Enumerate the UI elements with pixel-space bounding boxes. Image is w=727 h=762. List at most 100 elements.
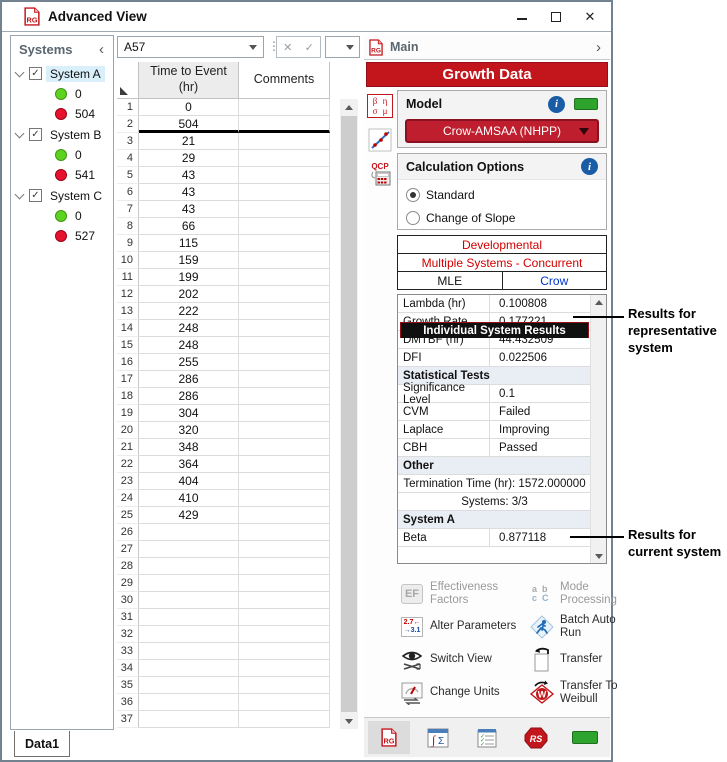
switch-view-icon[interactable]: [394, 648, 430, 672]
sheet-tab-data1[interactable]: Data1: [14, 731, 71, 757]
row-number[interactable]: 23: [117, 473, 139, 490]
namebox-dropdown-icon[interactable]: [249, 45, 257, 50]
grid-vertical-scrollbar[interactable]: [340, 99, 358, 729]
time-to-event-cell[interactable]: [139, 626, 239, 643]
time-to-event-cell[interactable]: [139, 524, 239, 541]
row-number[interactable]: 34: [117, 660, 139, 677]
comments-cell[interactable]: [239, 303, 330, 320]
time-to-event-cell[interactable]: 348: [139, 439, 239, 456]
status-green-icon[interactable]: [564, 721, 606, 754]
system-checkbox[interactable]: ✓: [29, 189, 42, 202]
row-number[interactable]: 19: [117, 405, 139, 422]
time-to-event-cell[interactable]: 159: [139, 252, 239, 269]
qcp-icon[interactable]: QCP: [365, 158, 395, 190]
row-number[interactable]: 27: [117, 541, 139, 558]
time-to-event-cell[interactable]: 0: [139, 99, 239, 116]
model-info-icon[interactable]: i: [548, 95, 565, 113]
expand-icon[interactable]: [14, 189, 25, 199]
comments-cell[interactable]: [239, 337, 330, 354]
time-to-event-cell[interactable]: 248: [139, 337, 239, 354]
system-good-count[interactable]: 0: [11, 145, 113, 165]
time-to-event-cell[interactable]: 29: [139, 150, 239, 167]
comments-cell[interactable]: [239, 371, 330, 388]
cell-name-box[interactable]: A57: [117, 36, 264, 58]
comments-cell[interactable]: [239, 558, 330, 575]
row-number[interactable]: 32: [117, 626, 139, 643]
system-tree-item[interactable]: ✓ System A: [11, 63, 113, 84]
system-bad-count[interactable]: 541: [11, 165, 113, 185]
comments-cell[interactable]: [239, 252, 330, 269]
comments-cell[interactable]: [239, 184, 330, 201]
switch-view-button[interactable]: Switch View: [430, 653, 492, 665]
row-number[interactable]: 31: [117, 609, 139, 626]
comments-cell[interactable]: [239, 388, 330, 405]
row-number[interactable]: 9: [117, 235, 139, 252]
minimize-button[interactable]: [505, 2, 539, 31]
system-checkbox[interactable]: ✓: [29, 67, 42, 80]
row-number[interactable]: 1: [117, 99, 139, 116]
time-to-event-cell[interactable]: 410: [139, 490, 239, 507]
effectiveness-factors-icon[interactable]: EF: [394, 583, 430, 604]
comments-cell[interactable]: [239, 133, 330, 150]
comments-cell[interactable]: [239, 490, 330, 507]
row-number[interactable]: 22: [117, 456, 139, 473]
close-button[interactable]: ✕: [584, 8, 596, 24]
time-to-event-cell[interactable]: [139, 694, 239, 711]
row-number[interactable]: 28: [117, 558, 139, 575]
maximize-button[interactable]: [539, 2, 573, 31]
transfer-icon[interactable]: [524, 647, 560, 673]
reliasoft-icon[interactable]: RS: [515, 721, 557, 754]
radio-change-of-slope[interactable]: Change of Slope: [398, 206, 606, 229]
alter-parameters-button[interactable]: Alter Parameters: [430, 620, 517, 632]
row-number[interactable]: 30: [117, 592, 139, 609]
time-to-event-cell[interactable]: 404: [139, 473, 239, 490]
comments-cell[interactable]: [239, 643, 330, 660]
expand-icon[interactable]: [14, 67, 25, 77]
time-to-event-cell[interactable]: [139, 541, 239, 558]
time-to-event-cell[interactable]: 320: [139, 422, 239, 439]
time-to-event-cell[interactable]: 115: [139, 235, 239, 252]
comments-cell[interactable]: [239, 320, 330, 337]
row-number[interactable]: 14: [117, 320, 139, 337]
batch-auto-run-icon[interactable]: [524, 614, 560, 639]
results-scrollbar[interactable]: [590, 295, 606, 563]
time-to-event-cell[interactable]: 43: [139, 184, 239, 201]
effectiveness-factors-button[interactable]: Effectiveness Factors: [430, 580, 499, 606]
time-to-event-cell[interactable]: [139, 643, 239, 660]
row-number[interactable]: 6: [117, 184, 139, 201]
column-header-time-to-event[interactable]: Time to Event (hr): [139, 62, 239, 99]
system-tree-item[interactable]: ✓ System C: [11, 185, 113, 206]
system-good-count[interactable]: 0: [11, 206, 113, 226]
change-units-button[interactable]: Change Units: [430, 686, 500, 698]
system-label[interactable]: System C: [50, 188, 103, 203]
scroll-down-icon[interactable]: [340, 713, 358, 729]
comments-cell[interactable]: [239, 286, 330, 303]
row-number[interactable]: 11: [117, 269, 139, 286]
system-good-count[interactable]: 0: [11, 84, 113, 104]
comments-cell[interactable]: [239, 116, 330, 133]
time-to-event-cell[interactable]: 364: [139, 456, 239, 473]
row-number[interactable]: 10: [117, 252, 139, 269]
time-to-event-cell[interactable]: [139, 575, 239, 592]
expand-icon[interactable]: [14, 128, 25, 138]
comments-cell[interactable]: [239, 592, 330, 609]
scroll-up-icon[interactable]: [340, 99, 358, 115]
comments-cell[interactable]: [239, 218, 330, 235]
system-bad-count[interactable]: 504: [11, 104, 113, 124]
row-number[interactable]: 37: [117, 711, 139, 728]
comments-cell[interactable]: [239, 660, 330, 677]
row-number[interactable]: 25: [117, 507, 139, 524]
next-panel-icon[interactable]: ›: [596, 38, 601, 56]
comments-cell[interactable]: [239, 422, 330, 439]
mode-processing-button[interactable]: Mode Processing: [560, 580, 617, 606]
comments-cell[interactable]: [239, 711, 330, 728]
confirm-edit-icon[interactable]: ✓: [304, 41, 314, 54]
comments-cell[interactable]: [239, 235, 330, 252]
comments-cell[interactable]: [239, 269, 330, 286]
row-number[interactable]: 4: [117, 150, 139, 167]
column-header-comments[interactable]: Comments: [239, 62, 330, 99]
time-to-event-cell[interactable]: [139, 558, 239, 575]
row-number[interactable]: 18: [117, 388, 139, 405]
scroll-down-icon[interactable]: [591, 549, 606, 563]
row-number[interactable]: 36: [117, 694, 139, 711]
